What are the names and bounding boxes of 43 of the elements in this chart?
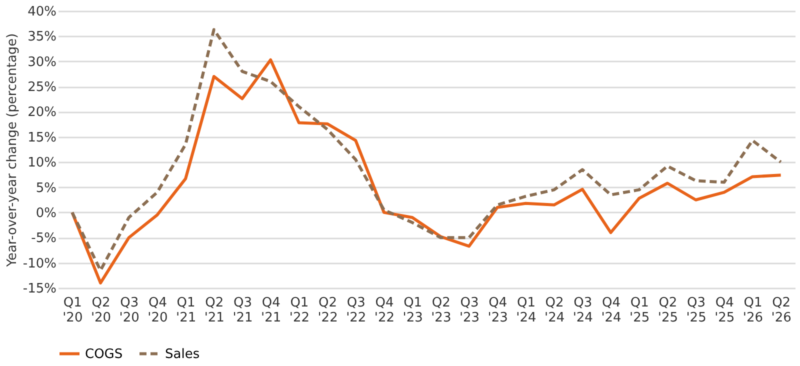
- y-tick-label: 40%: [28, 4, 56, 20]
- x-tick-label: Q1 '21: [176, 296, 196, 326]
- x-tick-label: Q2 '20: [90, 296, 112, 326]
- y-tick-label: 25%: [28, 80, 56, 96]
- x-tick-label: Q4 '25: [714, 296, 735, 326]
- x-tick-label: Q3 '23: [459, 296, 480, 326]
- x-tick-label: Q1 '22: [289, 296, 310, 326]
- y-tick-label: -5%: [31, 231, 56, 246]
- x-tick-label: Q4 '24: [601, 296, 622, 326]
- line-series: [70, 28, 782, 272]
- x-tick-label: Q4 '23: [488, 296, 508, 326]
- x-tick-label: Q2 '22: [318, 296, 338, 326]
- y-tick-label: 10%: [28, 156, 56, 171]
- y-tick-label: 35%: [28, 30, 56, 45]
- x-tick-label: Q2 '26: [771, 296, 792, 326]
- x-tick-label: Q2 '25: [658, 296, 678, 326]
- legend-label: COGS: [85, 346, 123, 362]
- legend-label: Sales: [165, 346, 200, 362]
- y-tick-label: 5%: [36, 180, 56, 196]
- y-tick-label: 30%: [28, 54, 56, 70]
- x-tick-label: Q4 '22: [374, 296, 395, 326]
- line-series: [70, 58, 782, 284]
- x-tick-label: Q1 '26: [742, 296, 764, 326]
- x-tick-label: Q1 '24: [516, 296, 536, 326]
- x-tick-label: Q1 '25: [630, 296, 650, 326]
- x-tick-label: Q3 '21: [232, 296, 253, 326]
- y-axis-title: Year-over-year change (percentage): [4, 33, 20, 268]
- x-tick-label: Q2 '23: [431, 296, 452, 326]
- y-tick-label: 20%: [28, 105, 56, 120]
- x-tick-label: Q4 '20: [148, 296, 168, 326]
- x-tick-label: Q3 '22: [346, 296, 366, 326]
- y-tick-label: 15%: [28, 130, 56, 146]
- y-tick-label: -10%: [22, 256, 56, 272]
- x-tick-label: Q3 '24: [572, 296, 593, 326]
- x-tick-label: Q3 '25: [686, 296, 706, 326]
- x-tick-label: Q1 '23: [402, 296, 423, 326]
- x-tick-label: Q2 '21: [204, 296, 224, 326]
- y-tick-label: -15%: [22, 282, 56, 296]
- y-tick-label: 0%: [36, 206, 56, 221]
- x-tick-label: Q1 '20: [62, 296, 83, 326]
- x-tick-label: Q4 '21: [261, 296, 282, 326]
- x-tick-label: Q3 '20: [119, 296, 140, 326]
- x-tick-label: Q2 '24: [544, 296, 565, 326]
